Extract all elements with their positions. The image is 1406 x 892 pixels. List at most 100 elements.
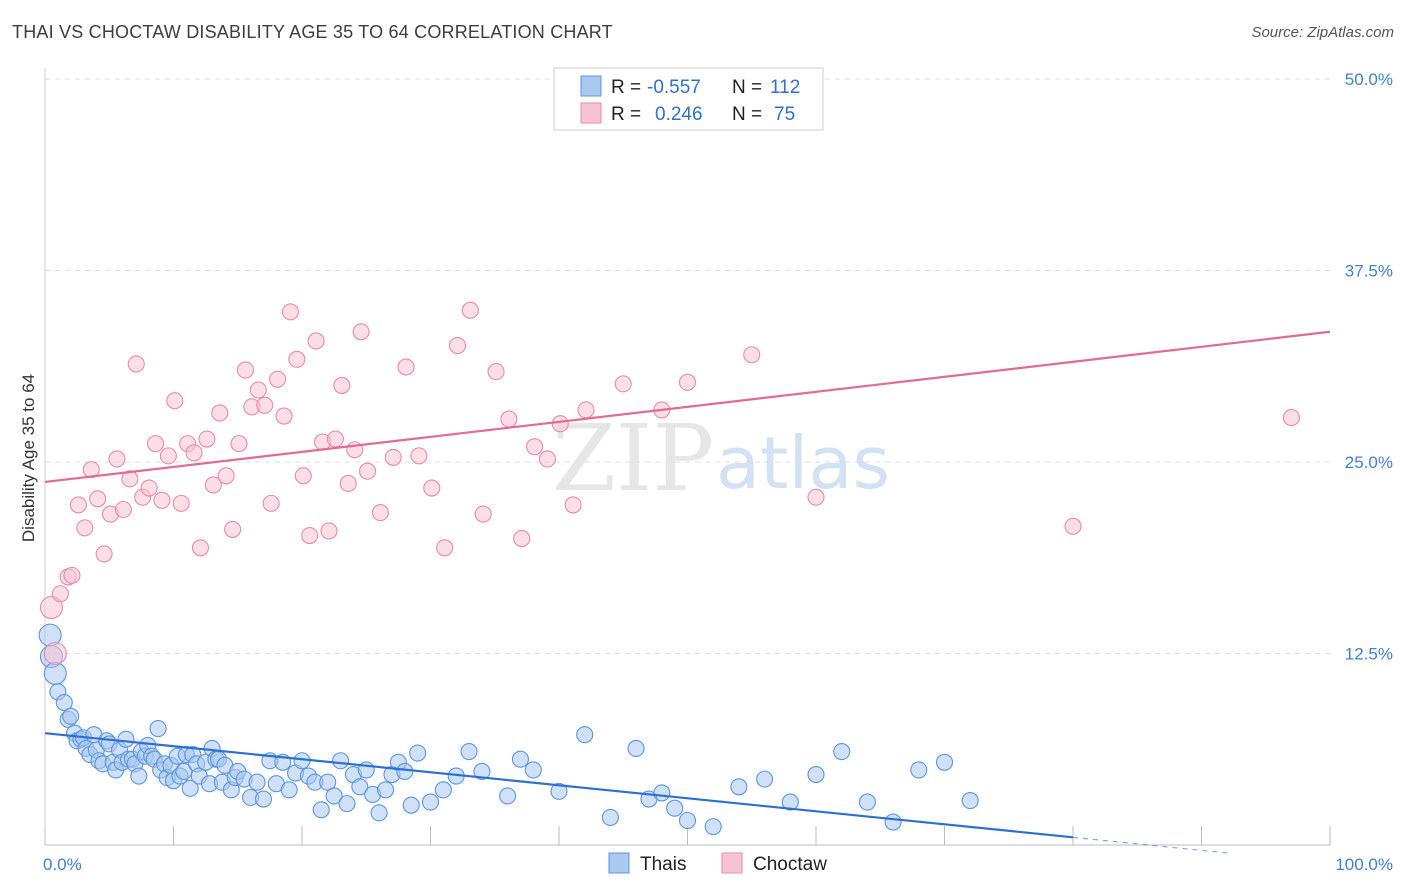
point-thais-89	[473, 762, 491, 781]
point-choctaw-56	[436, 539, 454, 557]
point-choctaw-9	[95, 545, 113, 563]
point-thais-70	[319, 773, 337, 791]
point-choctaw-52	[384, 448, 402, 466]
point-thais-107	[858, 793, 876, 811]
legend: R = -0.557 N = 112 R = 0.246 N = 75	[553, 67, 824, 131]
point-choctaw-20	[166, 392, 184, 410]
watermark-atlas: atlas	[716, 421, 890, 505]
point-choctaw-63	[526, 438, 544, 456]
points	[38, 301, 1300, 836]
point-choctaw-39	[288, 350, 306, 368]
point-choctaw-35	[262, 494, 280, 512]
point-choctaw-51	[371, 504, 389, 522]
legend-n-value-thais: 112	[770, 77, 800, 98]
point-choctaw-50	[358, 462, 377, 480]
legend-n-label-choctaw: N =	[732, 104, 762, 125]
point-thais-60	[254, 790, 273, 808]
point-thais-91	[511, 750, 530, 768]
point-thais-111	[961, 792, 979, 810]
point-thais-104	[781, 793, 799, 811]
y-tick-label-1: 25.0%	[1345, 453, 1393, 472]
trend-line-thais	[44, 732, 1074, 839]
bottom-legend-label-thais: Thais	[640, 854, 686, 875]
legend-n-value-choctaw: 75	[774, 104, 795, 125]
point-choctaw-13	[121, 470, 139, 488]
point-choctaw-59	[474, 505, 492, 523]
point-choctaw-6	[76, 519, 94, 537]
point-choctaw-40	[294, 467, 312, 485]
legend-r-label-choctaw: R =	[611, 104, 641, 125]
point-choctaw-54	[410, 447, 428, 465]
point-choctaw-45	[326, 430, 344, 448]
legend-n-label-thais: N =	[732, 77, 762, 98]
point-thais-41	[175, 762, 193, 781]
point-thais-100	[678, 811, 697, 830]
point-thais-88	[460, 742, 478, 761]
point-choctaw-42	[307, 332, 325, 350]
point-choctaw-25	[198, 430, 216, 448]
point-thais-82	[396, 762, 414, 781]
point-choctaw-4	[63, 566, 81, 584]
point-thais-69	[312, 801, 330, 819]
y-tick-label-0: 12.5%	[1345, 645, 1393, 664]
point-choctaw-72	[807, 488, 825, 506]
point-thais-64	[280, 781, 298, 799]
point-thais-33	[149, 720, 167, 738]
bottom-legend-swatch-choctaw	[721, 852, 743, 874]
point-thais-110	[935, 753, 954, 771]
point-choctaw-70	[678, 373, 697, 391]
point-thais-71	[325, 787, 343, 805]
trend-line-choctaw	[44, 330, 1331, 484]
point-thais-27	[130, 767, 148, 785]
point-choctaw-73	[1064, 517, 1082, 535]
chart-title: THAI VS CHOCTAW DISABILITY AGE 35 TO 64 …	[12, 22, 613, 42]
point-thais-102	[730, 778, 748, 796]
point-choctaw-74	[1282, 409, 1300, 427]
point-thais-59	[248, 773, 266, 791]
point-choctaw-24	[191, 539, 210, 557]
point-thais-23	[117, 730, 135, 748]
point-thais-95	[601, 808, 619, 826]
point-choctaw-47	[339, 474, 357, 492]
point-thais-96	[627, 739, 645, 758]
point-thais-103	[756, 770, 774, 788]
point-choctaw-31	[236, 361, 255, 379]
point-choctaw-46	[333, 376, 351, 394]
point-choctaw-60	[487, 363, 505, 381]
point-choctaw-17	[146, 435, 165, 453]
watermark-zip: ZIP	[552, 405, 714, 512]
point-choctaw-65	[551, 415, 569, 433]
point-choctaw-64	[538, 450, 556, 468]
point-thais-105	[807, 765, 825, 784]
point-thais-109	[910, 761, 928, 779]
point-choctaw-68	[614, 375, 632, 393]
point-thais-94	[576, 726, 594, 744]
point-choctaw-0	[39, 595, 63, 620]
point-choctaw-11	[108, 450, 126, 468]
point-choctaw-19	[159, 447, 177, 465]
bottom-legend-swatch-thais	[608, 852, 630, 874]
point-choctaw-14	[127, 355, 145, 373]
point-choctaw-18	[153, 491, 171, 509]
point-choctaw-1	[43, 641, 67, 666]
point-thais-108	[884, 813, 902, 831]
point-thais-2	[43, 661, 67, 685]
point-choctaw-21	[172, 494, 190, 512]
point-choctaw-71	[743, 346, 761, 364]
point-choctaw-26	[204, 476, 222, 494]
point-thais-98	[653, 784, 671, 802]
point-choctaw-29	[224, 520, 242, 538]
point-thais-106	[833, 742, 851, 761]
bottom-legend: Thais Choctaw	[608, 852, 827, 875]
point-choctaw-55	[423, 479, 441, 497]
point-choctaw-41	[301, 526, 319, 545]
point-thais-4	[55, 693, 73, 712]
point-thais-85	[421, 793, 440, 811]
point-thais-72	[331, 752, 350, 770]
axes	[44, 68, 1331, 846]
point-thais-75	[351, 778, 369, 796]
point-choctaw-49	[352, 323, 370, 341]
point-choctaw-57	[448, 337, 467, 355]
bottom-legend-label-choctaw: Choctaw	[753, 854, 827, 875]
watermark: ZIP atlas	[552, 405, 890, 512]
